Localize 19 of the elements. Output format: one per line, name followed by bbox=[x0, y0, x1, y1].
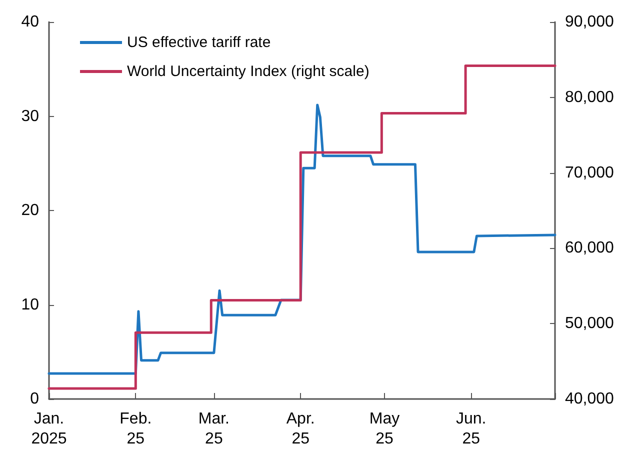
legend-label: World Uncertainty Index (right scale) bbox=[127, 63, 370, 80]
y-tick-label: 40 bbox=[21, 14, 40, 30]
x-tick-label: May 25 bbox=[369, 410, 400, 448]
y2-tick-label: 50,000 bbox=[565, 315, 614, 332]
y-tick-label: 30 bbox=[21, 108, 40, 125]
y2-tick-label: 80,000 bbox=[565, 88, 614, 106]
y-tick-label: 10 bbox=[21, 296, 40, 314]
x-tick-label: Mar. 25 bbox=[198, 410, 230, 448]
y2-tick-label: 90,000 bbox=[565, 14, 614, 30]
x-tick-label: Apr. 25 bbox=[286, 410, 315, 448]
y-tick-label: 20 bbox=[21, 202, 40, 219]
y2-tick-label: 40,000 bbox=[565, 390, 614, 408]
y-tick-label: 0 bbox=[30, 390, 40, 408]
legend-label: US effective tariff rate bbox=[127, 34, 271, 51]
x-tick-label: Jan. 2025 bbox=[31, 410, 67, 448]
y2-tick-label: 60,000 bbox=[565, 240, 614, 257]
y2-tick-label: 70,000 bbox=[565, 164, 614, 182]
x-tick-label: Feb. 25 bbox=[120, 410, 152, 448]
x-tick-label: Jun. 25 bbox=[456, 410, 486, 448]
